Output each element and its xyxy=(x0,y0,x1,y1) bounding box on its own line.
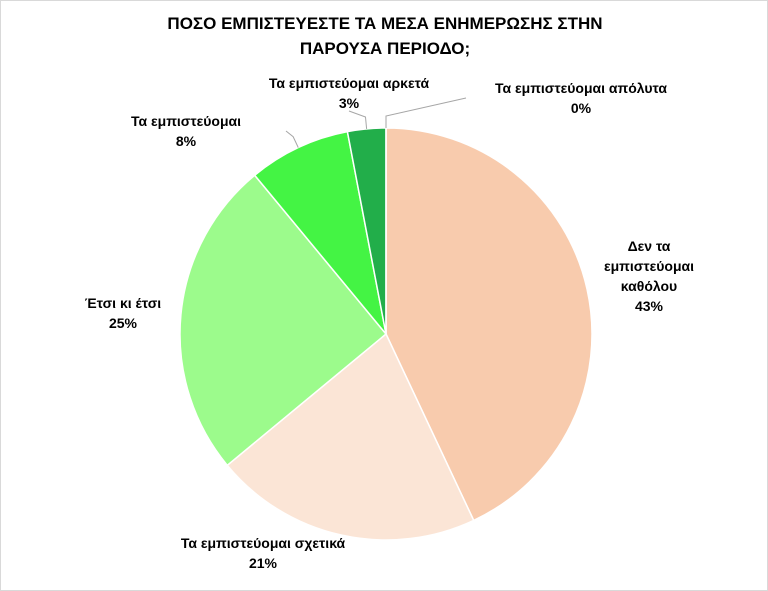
data-label: Τα εμπιστεύομαι σχετικά 21% xyxy=(163,533,363,573)
category-label: Τα εμπιστεύομαι σχετικά xyxy=(180,535,346,551)
value-label: 25% xyxy=(108,315,138,331)
data-label: Δεν τα εμπιστεύομαι καθόλου 43% xyxy=(584,236,714,316)
value-label: 43% xyxy=(634,298,664,314)
leader-line xyxy=(348,110,368,129)
category-label: Τα εμπιστεύομαι xyxy=(130,113,242,129)
category-label: Έτσι κι έτσι xyxy=(84,295,162,311)
data-label: Τα εμπιστεύομαι 8% xyxy=(106,111,266,151)
pie-slice xyxy=(385,127,593,522)
category-label: Τα εμπιστεύομαι αρκετά xyxy=(268,75,430,91)
data-label: Έτσι κι έτσι 25% xyxy=(63,293,183,333)
category-label: Τα εμπιστεύομαι απόλυτα xyxy=(494,80,667,96)
value-label: 21% xyxy=(248,555,278,571)
value-label: 0% xyxy=(570,100,592,116)
chart-title: ΠΟΣΟ ΕΜΠΙΣΤΕΥΕΣΤΕ ΤΑ ΜΕΣΑ ΕΝΗΜΕΡΩΣΗΣ ΣΤΗ… xyxy=(167,14,603,58)
category-label: Δεν τα εμπιστεύομαι καθόλου xyxy=(603,238,695,294)
value-label: 3% xyxy=(338,95,360,111)
pie-slice xyxy=(226,332,475,541)
data-label: Τα εμπιστεύομαι απόλυτα 0% xyxy=(471,78,691,118)
leader-line xyxy=(385,97,467,128)
pie-slice xyxy=(179,174,388,467)
value-label: 8% xyxy=(175,133,197,149)
data-label: Τα εμπιστεύομαι αρκετά 3% xyxy=(239,73,459,113)
leader-line xyxy=(285,130,299,148)
pie-slice xyxy=(253,130,387,335)
